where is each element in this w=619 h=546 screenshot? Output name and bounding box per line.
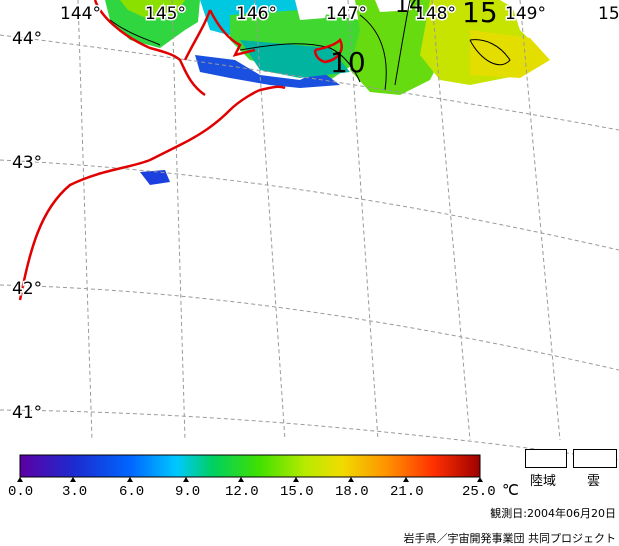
observation-date: 観測日:2004年06月20日	[490, 507, 616, 520]
contour-line	[109, 19, 161, 46]
meridian	[519, 0, 561, 441]
meridian	[431, 0, 471, 441]
colorbar-tick-label: 0.0	[8, 484, 33, 500]
colorbar-tick	[183, 477, 189, 482]
hokkaido-north-coast	[93, 0, 206, 97]
sst-patch-lime	[350, 0, 450, 95]
lon-label: 149°	[505, 4, 546, 24]
shiretoko-coast	[183, 9, 256, 61]
lon-label: 148°	[415, 4, 456, 24]
cloud-legend-swatch	[573, 449, 617, 468]
lon-label: 146°	[236, 4, 277, 24]
meridian	[254, 0, 286, 441]
colorbar-tick-label: 3.0	[62, 484, 87, 500]
sst-patch-yellowgreen	[120, 0, 185, 20]
longitude-labels: 144° 145° 146° 147° 148° 149° 15	[59, 3, 619, 26]
contour-line	[359, 14, 387, 91]
colorbar-tick-label: 12.0	[225, 484, 259, 500]
sst-field	[105, 0, 619, 185]
parallel	[0, 409, 619, 461]
kunashiri-coast	[313, 37, 343, 64]
land-legend-swatch	[525, 449, 567, 468]
colorbar-ticks	[17, 477, 483, 482]
colorbar-bar	[19, 454, 481, 478]
hokkaido-east-coast	[18, 85, 286, 301]
colorbar-tick	[238, 477, 244, 482]
meridian	[171, 0, 186, 441]
sst-patch-blue-small	[140, 170, 170, 185]
lon-label: 147°	[326, 4, 367, 24]
lon-label: 15	[598, 4, 619, 24]
colorbar-tick	[293, 477, 299, 482]
colorbar-tick	[403, 477, 409, 482]
sst-patch-cloud-white-3	[500, 0, 619, 40]
colorbar: 0.0 3.0 6.0 9.0 12.0 15.0 18.0 21.0 25.0…	[8, 454, 519, 500]
parallel	[0, 34, 619, 131]
lat-label: 41°	[12, 403, 42, 423]
lon-label: 145°	[145, 4, 186, 24]
colorbar-tick	[70, 477, 76, 482]
coastline	[18, 0, 343, 301]
colorbar-tick-label: 21.0	[390, 484, 424, 500]
sst-patch-blue	[195, 55, 340, 88]
colorbar-tick-label: 6.0	[119, 484, 144, 500]
colorbar-tick	[17, 477, 23, 482]
colorbar-tick-label: 9.0	[175, 484, 200, 500]
parallel	[0, 159, 619, 251]
meridian	[77, 0, 93, 441]
contour-label: 15	[462, 0, 498, 29]
colorbar-unit: ℃	[502, 482, 519, 499]
contour-line	[239, 43, 361, 83]
lat-label: 42°	[12, 279, 42, 299]
sst-patch-cloud-white	[295, 0, 330, 20]
sst-contours	[109, 0, 511, 91]
contour-labels: 10 14 15	[330, 0, 498, 79]
colorbar-tick	[127, 477, 133, 482]
lat-label: 44°	[12, 29, 42, 49]
cloud-legend-label: 雲	[587, 474, 601, 489]
latitude-labels: 44° 43° 42° 41°	[11, 28, 44, 425]
sst-patch-cloud-white-2	[375, 0, 412, 12]
lon-label: 144°	[60, 4, 101, 24]
credit-text: 岩手県／宇宙開発事業団 共同プロジェクト	[403, 532, 617, 545]
meridian	[347, 0, 379, 441]
lat-label: 43°	[12, 153, 42, 173]
contour-line	[469, 39, 511, 66]
colorbar-tick-label: 18.0	[335, 484, 369, 500]
colorbar-tick-label: 15.0	[280, 484, 314, 500]
sst-patch-yellow-east	[470, 30, 550, 78]
contour-line	[394, 0, 411, 86]
land-legend-label: 陸域	[530, 474, 557, 489]
colorbar-tick	[348, 477, 354, 482]
colorbar-tick-label: 25.0	[462, 484, 496, 500]
parallel	[0, 284, 619, 371]
contour-label: 10	[330, 46, 366, 79]
colorbar-tick	[477, 477, 483, 482]
contour-label: 14	[395, 0, 423, 18]
graticule	[0, 0, 619, 461]
